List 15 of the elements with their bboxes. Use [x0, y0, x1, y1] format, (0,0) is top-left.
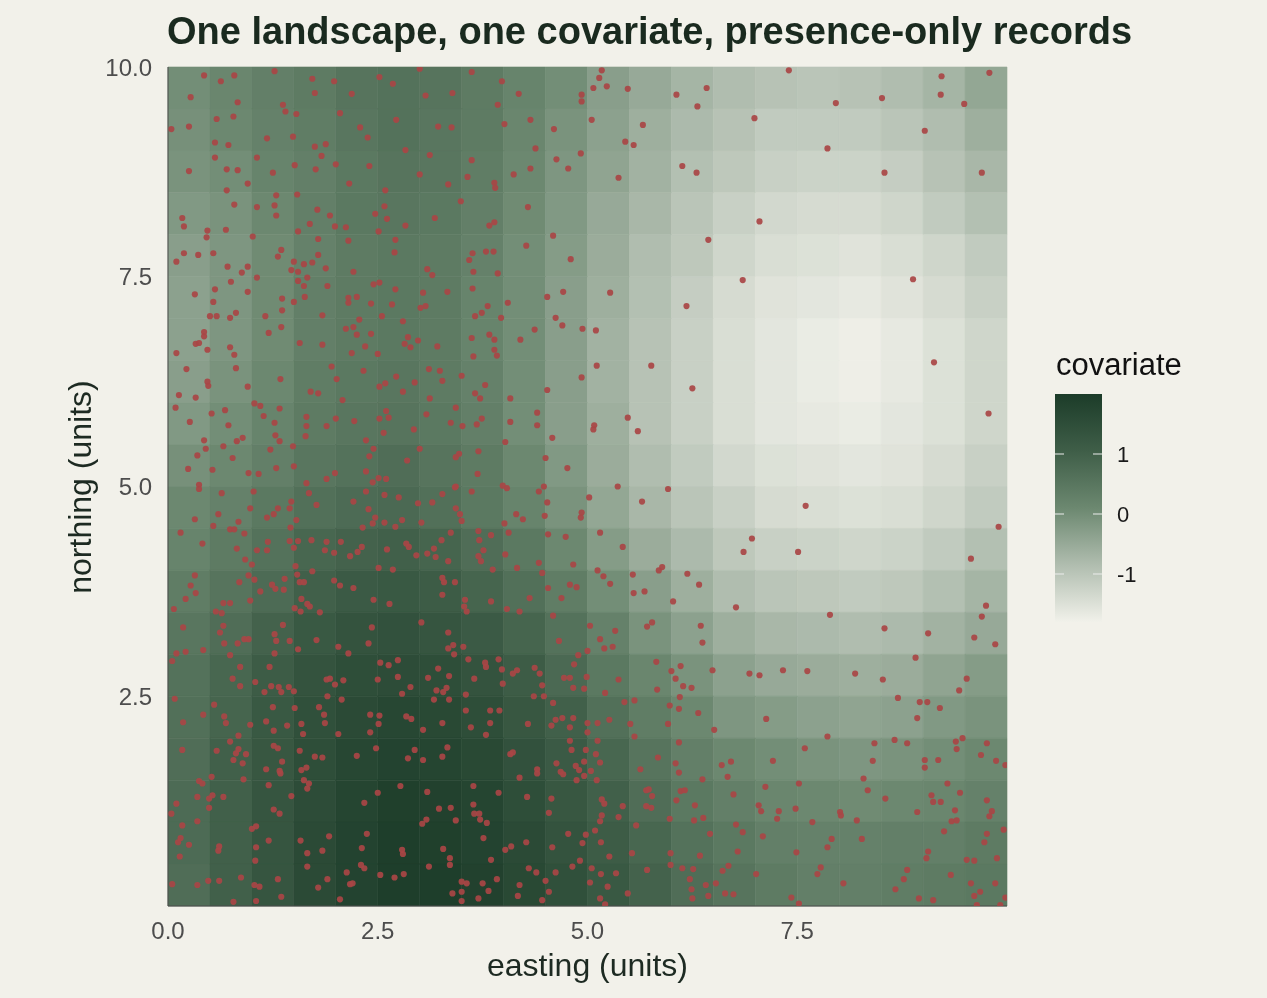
color-bar-title: covariate — [1056, 347, 1182, 382]
x-axis-title: easting (units) — [487, 947, 688, 983]
y-tick-label: 7.5 — [118, 263, 152, 291]
chart-title: One landscape, one covariate, presence-only records — [167, 10, 1133, 52]
color-bar-label: 1 — [1117, 441, 1130, 467]
y-tick-label: 2.5 — [118, 682, 152, 710]
color-bar-label: -1 — [1117, 561, 1137, 587]
y-tick-label: 10.0 — [105, 53, 152, 81]
y-axis-title: northing (units) — [62, 379, 98, 594]
color-bar-label: 0 — [1117, 501, 1130, 527]
y-tick-label: 5.0 — [118, 473, 152, 501]
x-tick-label: 7.5 — [780, 917, 814, 945]
x-tick-label: 2.5 — [361, 917, 395, 945]
x-tick-label: 5.0 — [570, 917, 605, 945]
x-tick-label: 0.0 — [151, 917, 185, 945]
